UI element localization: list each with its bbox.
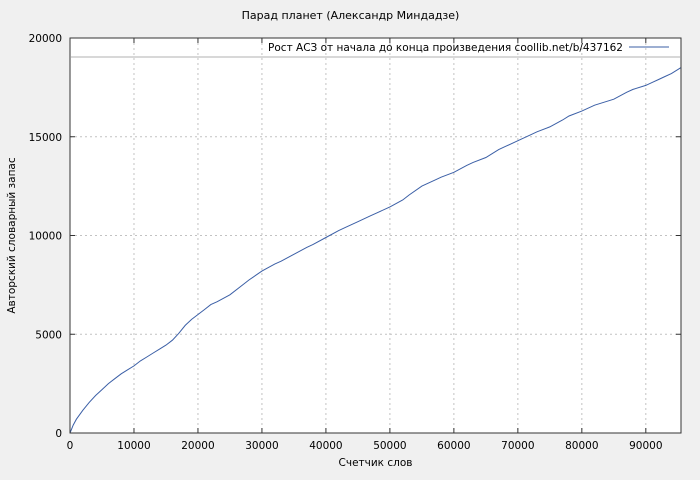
x-tick-label: 80000 <box>565 440 598 452</box>
x-tick-label: 0 <box>67 440 74 452</box>
y-tick-label: 15000 <box>29 132 62 144</box>
x-tick-label: 90000 <box>629 440 662 452</box>
x-tick-label: 10000 <box>117 440 150 452</box>
y-tick-label: 10000 <box>29 231 62 243</box>
x-tick-label: 50000 <box>373 440 406 452</box>
x-axis-label: Счетчик слов <box>339 457 413 469</box>
y-tick-label: 20000 <box>29 33 62 45</box>
y-tick-label: 0 <box>55 428 62 440</box>
x-tick-labels: 0 10000 20000 30000 40000 50000 60000 70000 8000… <box>67 440 663 452</box>
x-tick-label: 20000 <box>181 440 214 452</box>
plot-frame <box>69 37 682 434</box>
x-tick-label: 30000 <box>245 440 278 452</box>
y-tick-labels: 0 5000 10000 15000 20000 <box>29 33 62 440</box>
legend-label: Рост АСЗ от начала до конца произведения… <box>268 42 623 54</box>
x-tick-label: 70000 <box>501 440 534 452</box>
y-tick-label: 5000 <box>35 329 62 341</box>
chart-title: Парад планет (Александр Миндадзе) <box>242 9 460 22</box>
legend: Рост АСЗ от начала до конца произведения… <box>268 42 669 54</box>
series-line <box>69 67 682 434</box>
y-axis-label: Авторский словарный запас <box>6 157 18 314</box>
x-tick-label: 40000 <box>309 440 342 452</box>
x-tick-label: 60000 <box>437 440 470 452</box>
